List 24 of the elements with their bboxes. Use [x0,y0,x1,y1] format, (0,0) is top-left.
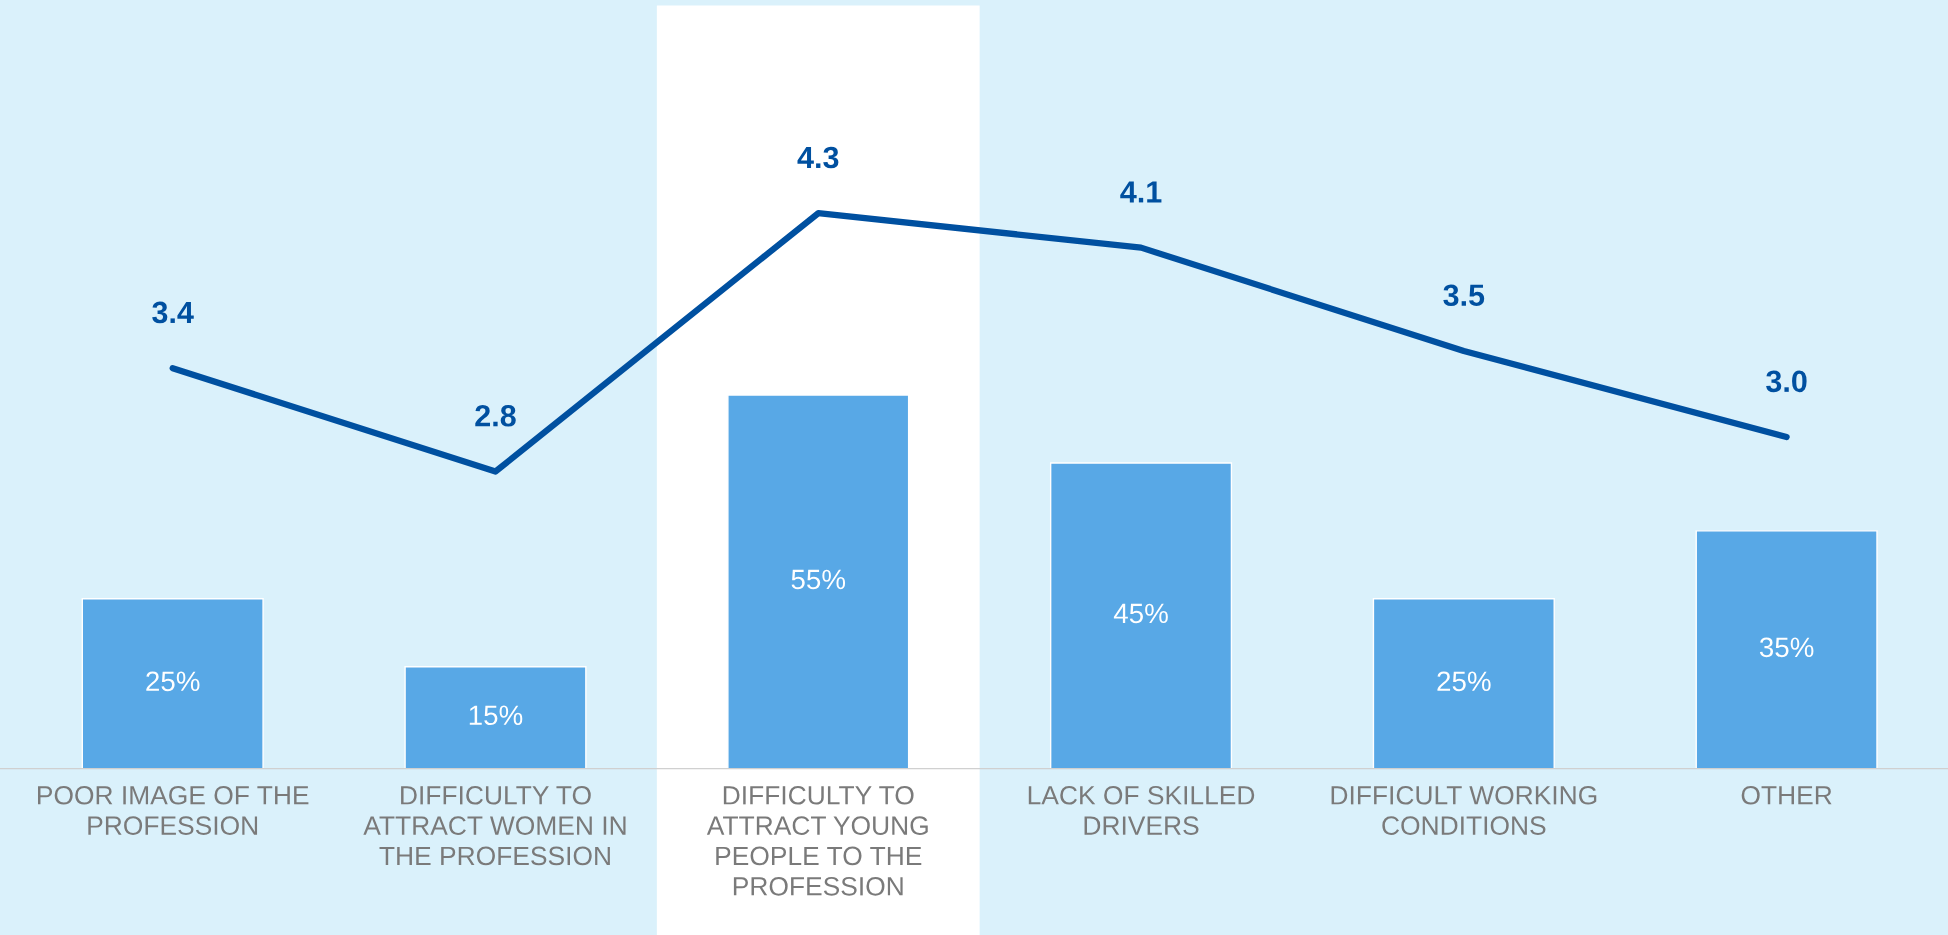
data-label: 35% [1759,637,1814,658]
bar [404,665,587,769]
bar [81,598,264,769]
bar [1049,462,1233,769]
data-label: 55% [791,569,846,590]
data-label: 25% [146,671,200,692]
data-label: 45% [1113,603,1168,624]
data-label: 15% [469,705,523,726]
x-tick-label: DIFFICULTY TO ATTRACT YOUNG PEOPLE TO THE PROFESSION [706,785,928,896]
bar [1695,530,1878,769]
data-label: 3.0 [1766,370,1807,393]
data-label: 3.5 [1443,284,1485,307]
data-label: 4.1 [1120,181,1162,203]
x-tick-label: DIFFICULTY TO ATTRACT WOMEN IN THE PROFESSION [363,785,626,866]
data-label: 4.3 [797,146,839,169]
data-label: 3.4 [152,301,194,324]
data-label: 25% [1437,671,1491,692]
bar [727,394,910,769]
x-tick-label: LACK OF SKILLED DRIVERS [1028,785,1255,835]
x-tick-label: DIFFICULT WORKING CONDITIONS [1331,785,1597,835]
bar [1372,598,1555,769]
data-label: 2.8 [475,404,516,427]
x-tick-label: POOR IMAGE OF THE PROFESSION [38,785,309,835]
x-tick-label: OTHER [1741,785,1832,805]
